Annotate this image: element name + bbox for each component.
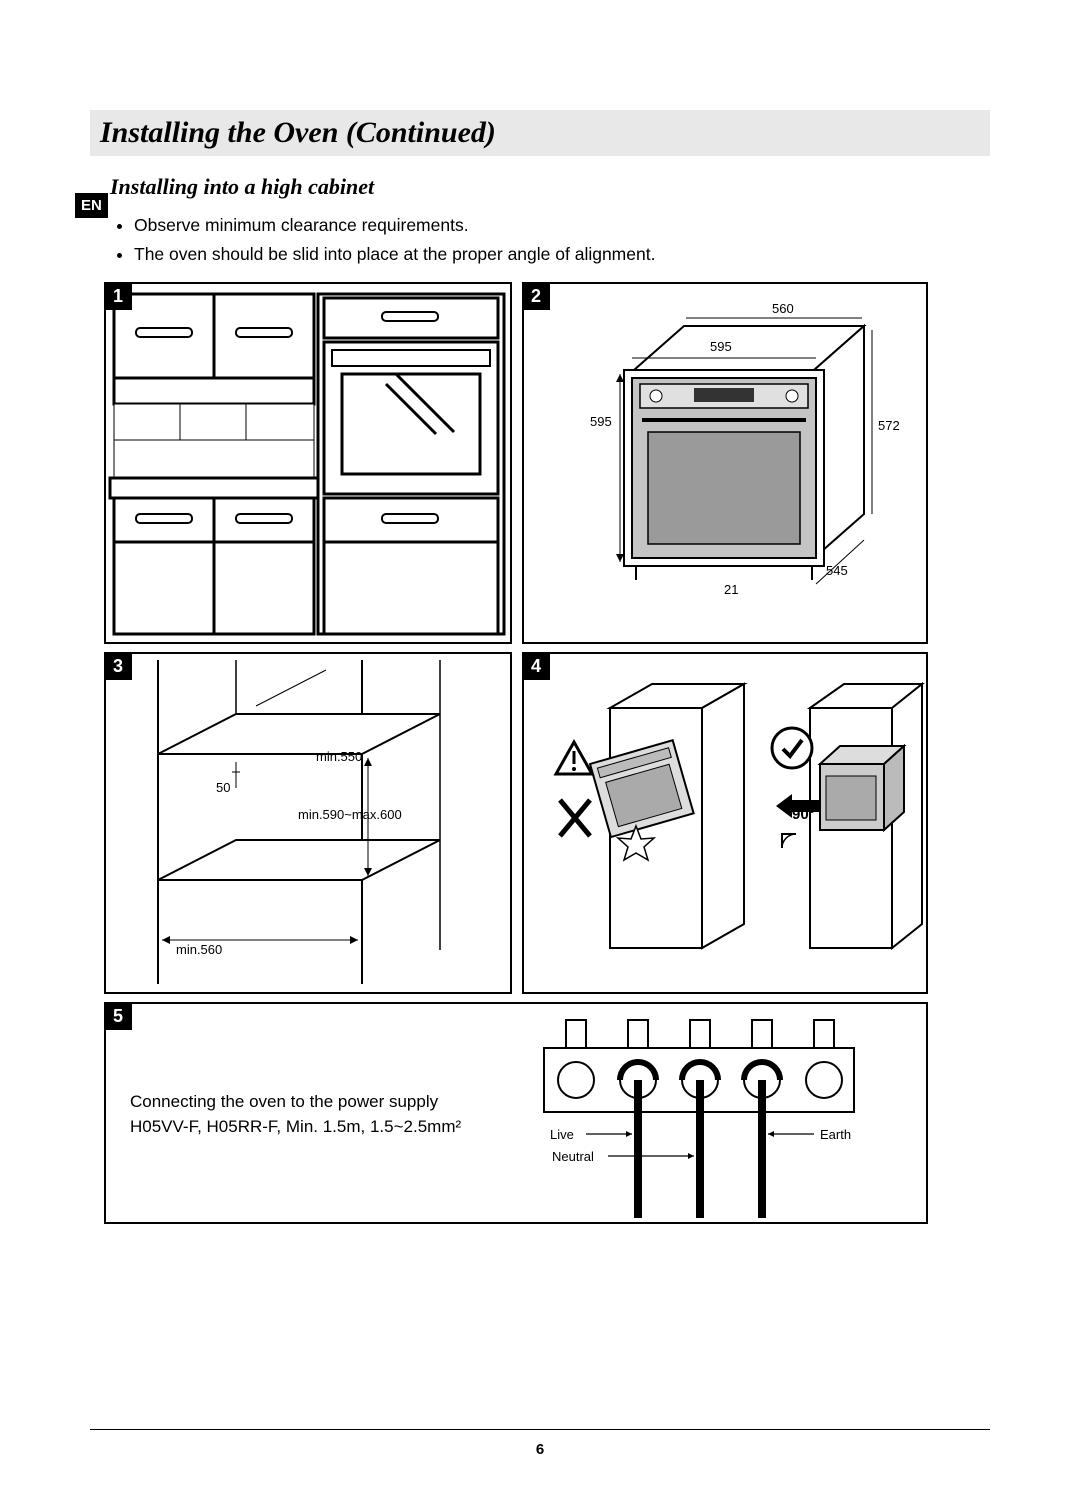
dim-top: 560	[772, 301, 794, 316]
dim-opening: min.590~max.600	[298, 807, 402, 822]
dim-leg: 21	[724, 582, 738, 597]
diagram-2-dimensions: 2	[522, 282, 928, 644]
instruction-bullets: Observe minimum clearance requirements. …	[134, 212, 990, 268]
diagram-4-alignment: 4	[522, 652, 928, 994]
page-number: 6	[536, 1441, 544, 1458]
power-text: Connecting the oven to the power supply …	[130, 1090, 461, 1139]
subheading: Installing into a high cabinet	[110, 174, 990, 200]
label-earth: Earth	[820, 1127, 851, 1142]
dim-depth: 545	[826, 563, 848, 578]
bullet-item: The oven should be slid into place at th…	[134, 241, 990, 268]
power-line2: H05VV-F, H05RR-F, Min. 1.5m, 1.5~2.5mm²	[130, 1115, 461, 1140]
diagram-grid: 1	[104, 282, 990, 1224]
step-badge: 2	[522, 282, 550, 310]
terminal-svg	[506, 1004, 926, 1222]
diagram-5-power: 5 Connecting the oven to the power suppl…	[104, 1002, 928, 1224]
step-badge: 1	[104, 282, 132, 310]
power-line1: Connecting the oven to the power supply	[130, 1090, 461, 1115]
footer-rule	[90, 1429, 990, 1430]
dim-front-w: 595	[710, 339, 732, 354]
label-live: Live	[550, 1127, 574, 1142]
section-title-bar: Installing the Oven (Continued)	[90, 110, 990, 156]
cabinets-svg	[106, 284, 510, 642]
dim-depth: min.550	[316, 749, 362, 764]
dim-width: min.560	[176, 942, 222, 957]
dim-gap: 50	[216, 780, 230, 795]
language-badge: EN	[75, 193, 108, 218]
diagram-1-cabinets: 1	[104, 282, 512, 644]
angle-label: 90°	[792, 806, 815, 823]
section-title: Installing the Oven (Continued)	[100, 116, 980, 150]
step-badge: 3	[104, 652, 132, 680]
step-badge: 5	[104, 1002, 132, 1030]
dim-side-h: 572	[878, 418, 900, 433]
label-neutral: Neutral	[552, 1149, 594, 1164]
diagram-3-opening: 3	[104, 652, 512, 994]
step-badge: 4	[522, 652, 550, 680]
opening-svg	[106, 654, 510, 992]
bullet-item: Observe minimum clearance requirements.	[134, 212, 990, 239]
alignment-svg	[524, 654, 926, 992]
dim-front-h: 595	[590, 414, 612, 429]
